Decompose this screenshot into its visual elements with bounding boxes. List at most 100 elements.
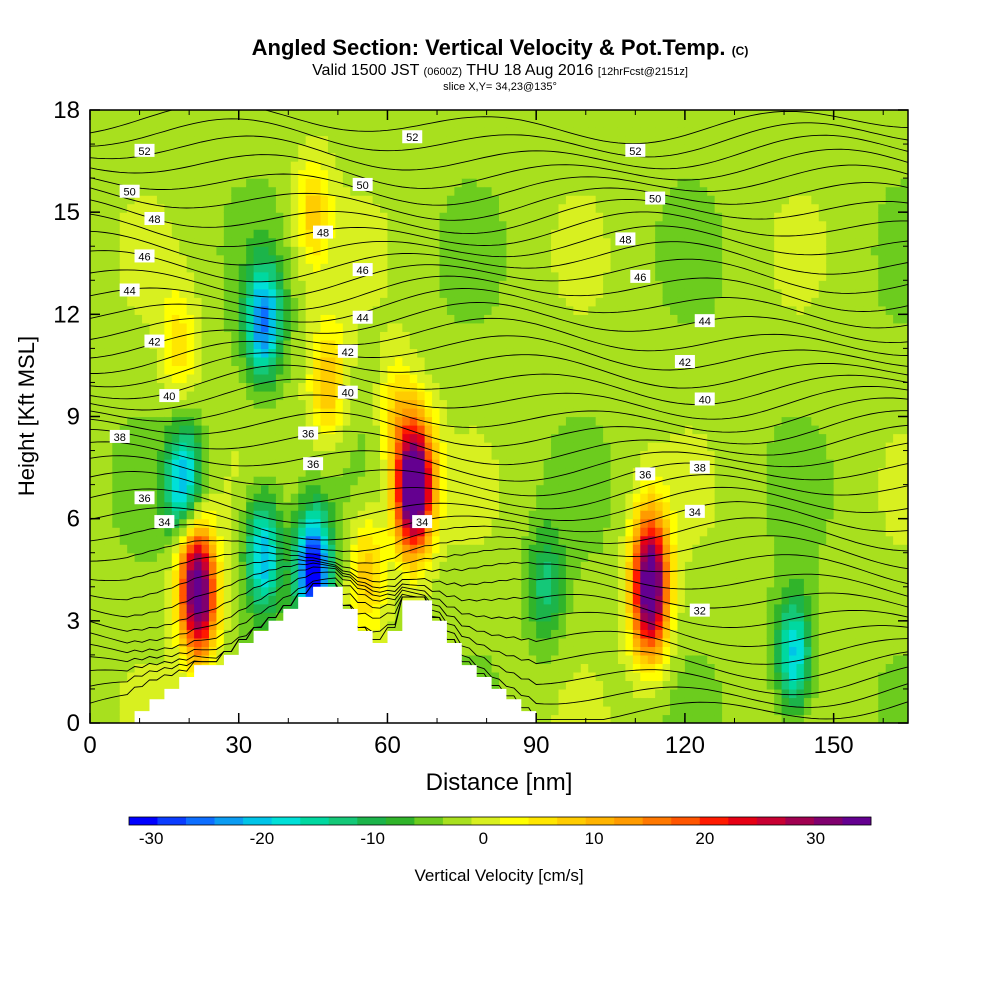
vv-cell [208, 535, 218, 545]
vv-cell [313, 305, 322, 315]
vv-cell [246, 348, 255, 358]
vv-cell [134, 161, 143, 171]
vv-cell [551, 203, 560, 213]
vv-cell [238, 220, 247, 230]
vv-cell [513, 612, 522, 622]
vv-cell [551, 442, 560, 452]
vv-cell [484, 373, 493, 384]
vv-cell [208, 161, 218, 171]
vv-cell [142, 688, 151, 699]
vv-cell [454, 297, 463, 307]
vv-cell [357, 416, 366, 426]
vv-cell [327, 493, 336, 503]
vv-cell [469, 433, 478, 443]
vv-cell [320, 569, 329, 579]
vv-cell [194, 442, 203, 452]
vv-cell [350, 322, 359, 332]
vv-cell [238, 339, 247, 349]
vv-cell [231, 195, 240, 205]
vv-cell [402, 288, 411, 298]
vv-cell [275, 407, 284, 418]
vv-cell [246, 305, 255, 315]
vv-cell [491, 237, 500, 247]
vv-cell [506, 612, 515, 622]
vv-cell [253, 110, 262, 120]
vv-cell [134, 356, 143, 367]
vv-cell [543, 237, 552, 247]
vv-cell [558, 152, 567, 162]
vv-cell [365, 501, 374, 511]
vv-cell [543, 501, 552, 511]
vv-cell [186, 144, 195, 154]
vv-cell [365, 382, 374, 392]
vv-cell [104, 127, 113, 137]
vv-cell [246, 127, 255, 137]
vv-cell [216, 118, 225, 128]
vv-cell [380, 450, 389, 460]
vv-cell [223, 135, 232, 145]
vv-cell [97, 373, 106, 384]
vv-cell [543, 271, 552, 281]
vv-cell [357, 365, 366, 375]
vv-cell [454, 195, 463, 205]
vv-cell [446, 476, 455, 486]
vv-cell [536, 476, 545, 486]
vv-cell [513, 314, 522, 324]
vv-cell [439, 161, 448, 171]
vv-cell [268, 501, 277, 511]
vv-cell [298, 476, 307, 486]
vv-cell [551, 595, 560, 605]
vv-cell [357, 246, 366, 256]
vv-cell [201, 254, 210, 264]
vv-cell [439, 297, 448, 307]
vv-cell [558, 433, 567, 443]
vv-cell [439, 416, 448, 426]
vv-cell [454, 314, 463, 324]
vv-cell [342, 373, 351, 384]
vv-cell [491, 654, 500, 664]
vv-cell [231, 646, 240, 656]
vv-cell [231, 544, 240, 554]
vv-cell [417, 263, 426, 273]
vv-cell [320, 280, 329, 290]
vv-cell [357, 195, 366, 205]
vv-cell [275, 442, 284, 452]
vv-cell [298, 178, 307, 188]
vv-cell [320, 203, 329, 213]
vv-cell [409, 552, 418, 562]
vv-cell [171, 680, 180, 690]
vv-cell [513, 195, 522, 205]
vv-cell [335, 501, 344, 511]
vv-cell [179, 518, 188, 528]
vv-cell [521, 493, 530, 503]
vv-cell [565, 705, 574, 716]
vv-cell [104, 442, 113, 452]
vv-cell [171, 263, 180, 273]
vv-cell [201, 484, 210, 494]
vv-cell [156, 186, 165, 196]
vv-cell [223, 118, 232, 128]
vv-cell [97, 484, 106, 494]
vv-cell [104, 220, 113, 230]
vv-cell [528, 271, 537, 281]
vv-cell [402, 442, 411, 452]
vv-cell [372, 442, 381, 452]
vv-cell [97, 637, 106, 647]
vv-cell [551, 365, 560, 375]
vv-cell [112, 178, 121, 188]
vv-cell [223, 586, 232, 596]
vv-cell [275, 178, 284, 188]
vv-cell [469, 569, 478, 579]
vv-cell [521, 220, 530, 230]
vv-cell [253, 212, 262, 222]
vv-cell [208, 646, 218, 656]
vv-cell [454, 629, 463, 639]
vv-cell [424, 382, 433, 392]
vv-cell [164, 552, 173, 562]
vv-cell [513, 476, 522, 486]
vv-cell [112, 612, 121, 622]
vv-cell [476, 459, 485, 469]
vv-cell [402, 561, 411, 571]
vv-cell [461, 433, 470, 443]
vv-cell [164, 510, 173, 520]
